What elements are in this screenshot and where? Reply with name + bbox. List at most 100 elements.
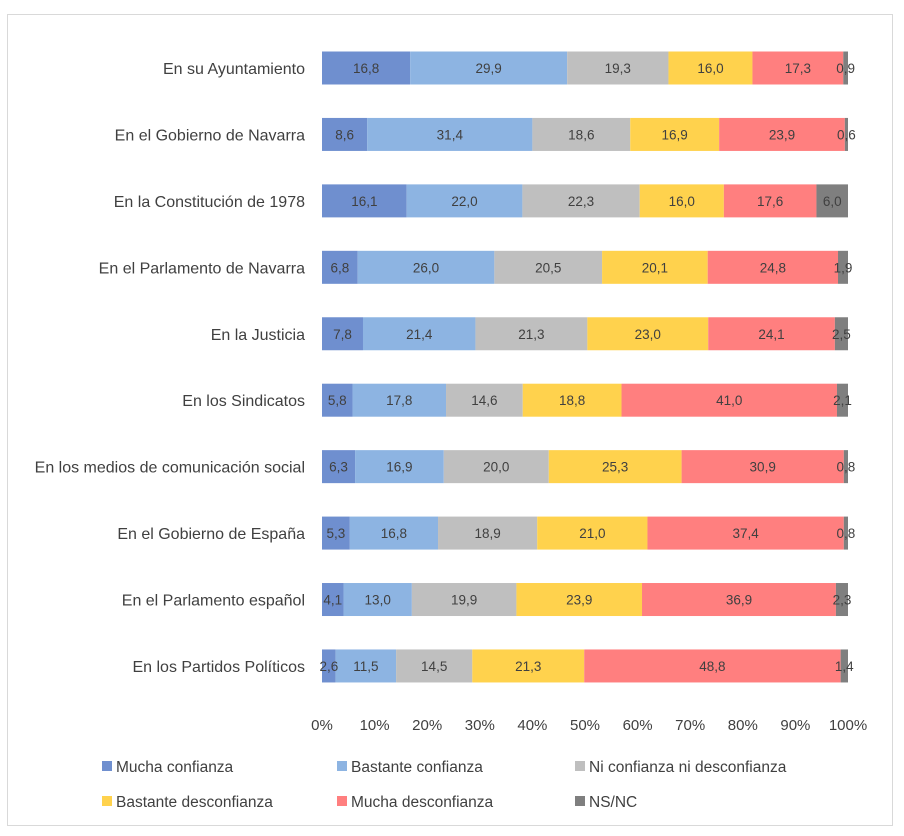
bar-en-los-partidos-politicos-bastante-confianza [335,649,397,683]
category-label-en-los-sindicatos: En los Sindicatos [182,393,305,410]
data-label-en-la-justicia-mucha-confianza: 7,8 [333,327,352,342]
data-label-en-el-gobierno-de-navarra-ni-confianza-ni-desconfianza: 18,6 [568,127,594,142]
category-label-en-el-gobierno-de-espana: En el Gobierno de España [117,526,305,543]
bar-en-el-gobierno-de-espana-mucha-confianza [322,516,350,550]
bar-en-el-gobierno-de-navarra-ni-confianza-ni-desconfianza [532,117,631,151]
bar-en-los-partidos-politicos-mucha-confianza [322,649,336,683]
bar-en-el-gobierno-de-navarra-mucha-desconfianza [719,117,845,151]
data-label-en-los-medios-de-comunicacion-social-ni-confianza-ni-desconfianza: 20,0 [483,460,509,475]
data-label-en-la-constitucion-de-1978-ni-confianza-ni-desconfianza: 22,3 [568,194,594,209]
data-label-en-el-gobierno-de-navarra-mucha-confianza: 8,6 [335,127,354,142]
bar-en-el-gobierno-de-espana-bastante-desconfianza [537,516,648,550]
data-label-en-el-parlamento-espanol-ni-confianza-ni-desconfianza: 19,9 [451,593,477,608]
x-tick-label-9: 90% [780,717,810,734]
legend-label-bastante-confianza: Bastante confianza [351,759,483,776]
bar-en-el-gobierno-de-espana-ni-confianza-ni-desconfianza [438,516,538,550]
bar-en-los-medios-de-comunicacion-social-mucha-confianza [322,450,356,484]
data-label-en-los-partidos-politicos-mucha-confianza: 2,6 [319,659,338,674]
bar-en-la-justicia-ni-confianza-ni-desconfianza [475,317,588,351]
legend-swatch-bastante-desconfianza [102,796,112,806]
data-label-en-su-ayuntamiento-mucha-desconfianza: 17,3 [785,61,811,76]
x-tick-label-6: 60% [623,717,653,734]
data-label-en-el-parlamento-espanol-bastante-desconfianza: 23,9 [566,593,592,608]
legend-swatch-mucha-confianza [102,761,112,771]
data-label-en-el-gobierno-de-navarra-ns-nc: 0,6 [837,127,856,142]
data-label-en-su-ayuntamiento-bastante-confianza: 29,9 [476,61,502,76]
data-label-en-el-parlamento-de-navarra-mucha-confianza: 6,8 [330,260,349,275]
data-label-en-la-constitucion-de-1978-bastante-desconfianza: 16,0 [669,194,695,209]
category-label-en-la-constitucion-de-1978: En la Constitución de 1978 [114,194,305,211]
legend-swatch-ns-nc [575,796,585,806]
bar-en-el-gobierno-de-navarra-mucha-confianza [322,117,368,151]
data-label-en-su-ayuntamiento-mucha-confianza: 16,8 [353,61,379,76]
bar-en-el-gobierno-de-navarra-ns-nc [844,117,848,151]
category-label-en-la-justicia: En la Justicia [211,327,305,344]
bar-en-los-partidos-politicos-ns-nc [840,649,848,683]
legend-label-ni-confianza-ni-desconfianza: Ni confianza ni desconfianza [589,759,787,776]
legend: Mucha confianza Bastante confianza Ni conf… [102,759,787,811]
data-label-en-los-medios-de-comunicacion-social-mucha-desconfianza: 30,9 [750,460,776,475]
data-label-en-el-parlamento-de-navarra-bastante-confianza: 26,0 [413,260,439,275]
bar-en-el-parlamento-espanol-bastante-confianza [343,583,412,617]
data-label-en-los-sindicatos-bastante-confianza: 17,8 [386,393,412,408]
x-axis-ticks-layer: 0% 10% 20% 30% 40% 50% 60% 70% 80% 90% 100% [311,717,867,734]
data-label-en-la-justicia-ni-confianza-ni-desconfianza: 21,3 [518,327,544,342]
bar-en-el-parlamento-espanol-mucha-confianza [322,583,344,617]
bar-en-su-ayuntamiento-ns-nc [843,51,848,85]
bar-en-los-medios-de-comunicacion-social-bastante-confianza [355,450,444,484]
data-label-en-los-medios-de-comunicacion-social-mucha-confianza: 6,3 [329,460,348,475]
bar-en-la-justicia-mucha-confianza [322,317,363,351]
data-label-en-su-ayuntamiento-bastante-desconfianza: 16,0 [697,61,723,76]
bar-en-su-ayuntamiento-bastante-desconfianza [668,51,753,85]
bar-en-los-sindicatos-mucha-confianza [322,383,353,417]
category-label-en-el-parlamento-de-navarra: En el Parlamento de Navarra [99,260,305,277]
data-label-en-su-ayuntamiento-ns-nc: 0,9 [836,61,855,76]
data-label-en-la-justicia-bastante-desconfianza: 23,0 [635,327,661,342]
data-label-en-los-sindicatos-bastante-desconfianza: 18,8 [559,393,585,408]
data-label-en-la-justicia-ns-nc: 2,5 [832,327,851,342]
bar-en-el-parlamento-de-navarra-mucha-confianza [322,250,358,284]
data-label-en-el-gobierno-de-navarra-mucha-desconfianza: 23,9 [769,127,795,142]
data-label-en-su-ayuntamiento-ni-confianza-ni-desconfianza: 19,3 [605,61,631,76]
x-tick-label-3: 30% [465,717,495,734]
data-label-en-los-medios-de-comunicacion-social-bastante-confianza: 16,9 [386,460,412,475]
x-tick-label-8: 80% [728,717,758,734]
data-label-en-el-parlamento-de-navarra-ni-confianza-ni-desconfianza: 20,5 [535,260,561,275]
bar-en-la-justicia-ns-nc [834,317,848,351]
data-label-en-los-sindicatos-mucha-desconfianza: 41,0 [716,393,742,408]
bar-en-el-gobierno-de-navarra-bastante-desconfianza [630,117,720,151]
data-label-en-la-justicia-bastante-confianza: 21,4 [406,327,433,342]
data-label-en-el-parlamento-espanol-mucha-desconfianza: 36,9 [726,593,752,608]
bar-en-los-sindicatos-bastante-confianza [352,383,447,417]
data-label-en-los-sindicatos-ns-nc: 2,1 [833,393,852,408]
legend-swatch-bastante-confianza [337,761,347,771]
data-label-en-el-gobierno-de-navarra-bastante-desconfianza: 16,9 [662,127,688,142]
data-label-en-el-parlamento-espanol-mucha-confianza: 4,1 [323,593,342,608]
bar-en-el-gobierno-de-espana-ns-nc [843,516,848,550]
legend-swatch-ni-confianza-ni-desconfianza [575,761,585,771]
bar-en-la-constitucion-de-1978-ns-nc [816,184,848,218]
bar-en-la-justicia-mucha-desconfianza [708,317,835,351]
x-tick-label-5: 50% [570,717,600,734]
data-label-en-la-justicia-mucha-desconfianza: 24,1 [758,327,784,342]
data-label-en-los-partidos-politicos-bastante-desconfianza: 21,3 [515,659,541,674]
data-label-en-el-parlamento-de-navarra-bastante-desconfianza: 20,1 [642,260,668,275]
legend-label-ns-nc: NS/NC [589,794,637,811]
legend-swatch-mucha-desconfianza [337,796,347,806]
bar-en-la-constitucion-de-1978-mucha-confianza [322,184,407,218]
data-label-en-la-constitucion-de-1978-ns-nc: 6,0 [823,194,842,209]
data-label-en-el-gobierno-de-espana-mucha-confianza: 5,3 [327,526,346,541]
data-label-en-el-parlamento-de-navarra-ns-nc: 1,9 [834,260,853,275]
bar-en-los-medios-de-comunicacion-social-bastante-desconfianza [548,450,682,484]
data-label-en-el-gobierno-de-espana-ns-nc: 0,8 [837,526,856,541]
bar-en-los-sindicatos-bastante-desconfianza [522,383,622,417]
data-label-en-el-gobierno-de-espana-ni-confianza-ni-desconfianza: 18,9 [474,526,500,541]
data-label-en-el-gobierno-de-espana-bastante-confianza: 16,8 [381,526,407,541]
category-label-en-los-partidos-politicos: En los Partidos Políticos [132,659,305,676]
bar-en-el-parlamento-de-navarra-mucha-desconfianza [707,250,839,284]
x-tick-label-1: 10% [360,717,390,734]
bar-en-el-parlamento-espanol-bastante-desconfianza [516,583,643,617]
x-tick-label-10: 100% [829,717,867,734]
bar-en-los-sindicatos-ni-confianza-ni-desconfianza [446,383,523,417]
bar-en-la-justicia-bastante-desconfianza [587,317,709,351]
